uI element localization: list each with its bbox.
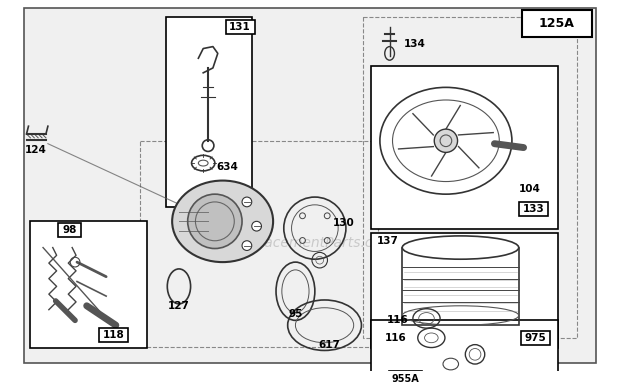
Circle shape <box>252 221 262 231</box>
Text: 127: 127 <box>168 301 190 311</box>
Text: 131: 131 <box>229 22 251 32</box>
Text: 118: 118 <box>103 330 125 340</box>
Text: 134: 134 <box>404 39 426 49</box>
Bar <box>402 248 519 325</box>
Bar <box>371 233 557 348</box>
Bar <box>30 221 147 348</box>
Circle shape <box>434 129 458 152</box>
Bar <box>363 18 577 338</box>
Text: 124: 124 <box>25 146 47 155</box>
Text: 104: 104 <box>518 184 541 194</box>
Text: 975: 975 <box>525 333 546 343</box>
Bar <box>166 18 252 207</box>
Ellipse shape <box>172 181 273 262</box>
Ellipse shape <box>402 236 519 259</box>
Text: eReplacementParts.com: eReplacementParts.com <box>225 236 395 250</box>
Bar <box>371 320 557 382</box>
Text: 955A: 955A <box>391 374 419 382</box>
Text: 116: 116 <box>384 333 406 343</box>
Bar <box>99 328 128 342</box>
Bar <box>226 20 255 34</box>
Circle shape <box>242 197 252 207</box>
Text: 130: 130 <box>333 218 355 228</box>
Ellipse shape <box>188 194 242 249</box>
Text: 617: 617 <box>319 340 340 350</box>
Text: 95: 95 <box>288 309 303 319</box>
Text: 133: 133 <box>523 204 544 214</box>
Text: 125A: 125A <box>539 17 575 30</box>
Bar <box>521 10 591 37</box>
Bar <box>521 331 550 345</box>
Text: 137: 137 <box>377 236 399 246</box>
Text: 116: 116 <box>386 316 408 325</box>
Text: 634: 634 <box>216 162 239 172</box>
Bar <box>371 66 557 229</box>
Bar <box>519 202 548 215</box>
Bar <box>389 371 422 382</box>
Circle shape <box>242 241 252 251</box>
Text: 98: 98 <box>62 225 76 235</box>
Bar <box>58 223 81 237</box>
Bar <box>140 141 378 346</box>
